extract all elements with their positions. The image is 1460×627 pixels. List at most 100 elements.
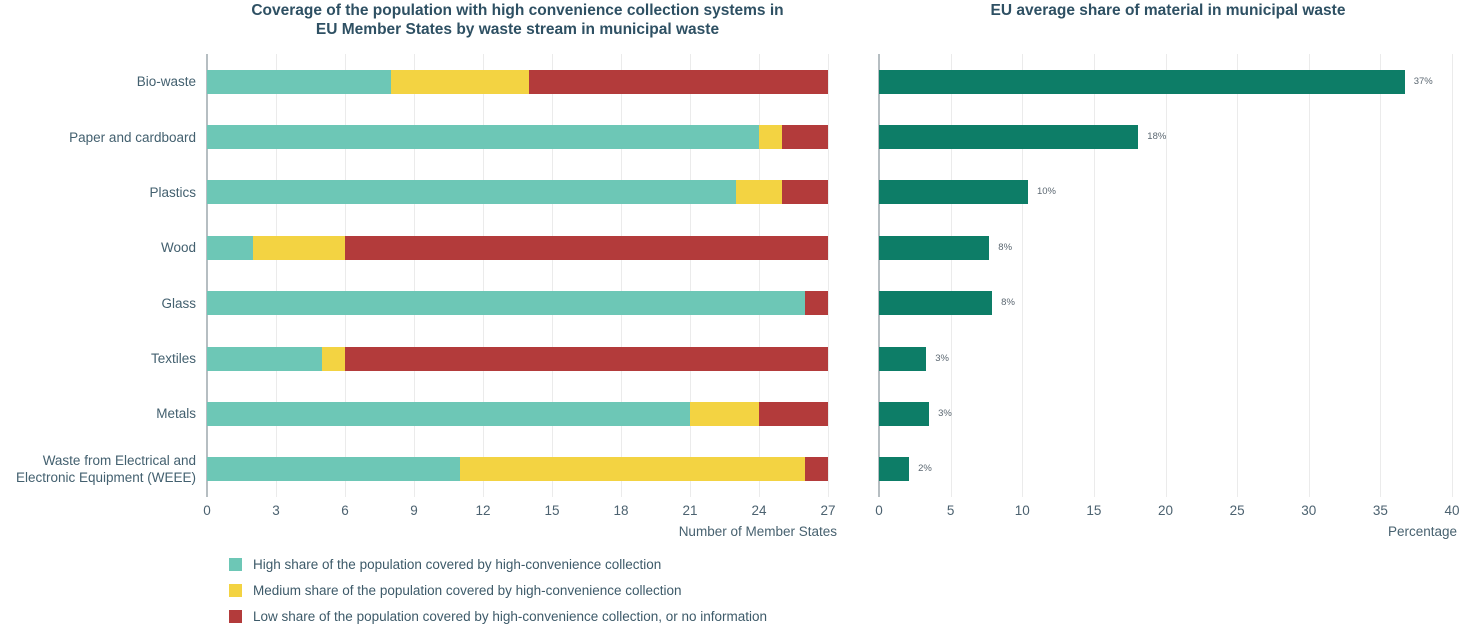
bar-segment <box>805 291 828 316</box>
bar-segment <box>345 346 828 371</box>
x-tick-label: 30 <box>1301 503 1317 518</box>
grid-line <box>1093 54 1095 497</box>
bar-segment <box>460 457 805 482</box>
x-tick-label: 20 <box>1157 503 1174 518</box>
bar-segment <box>207 235 253 260</box>
bar-segment <box>207 180 736 205</box>
grid-line <box>345 54 346 497</box>
bar-segment <box>253 235 345 260</box>
bar-segment <box>879 235 990 260</box>
bar-segment <box>207 291 805 316</box>
bar-value-label: 8% <box>998 241 1013 253</box>
legend-label-low-share: Low share of the population covered by h… <box>253 608 768 624</box>
x-tick-label: 12 <box>475 503 491 518</box>
bar-value-label: 3% <box>938 407 952 419</box>
x-tick-label: 5 <box>946 503 955 518</box>
bar-segment <box>207 346 322 371</box>
grid-line <box>1165 54 1167 497</box>
grid-line <box>759 54 760 497</box>
bar-segment <box>207 125 759 150</box>
bar-segment <box>879 180 1028 205</box>
medium-share-swatch-icon <box>229 583 242 597</box>
x-tick-label: 21 <box>682 503 698 518</box>
x-tick-label: 6 <box>341 503 349 518</box>
bar-segment <box>391 69 529 94</box>
grid-line <box>1380 54 1382 497</box>
bar-segment <box>805 457 828 482</box>
x-tick-label: 35 <box>1372 503 1388 518</box>
legend-label-medium-share: Medium share of the population covered b… <box>253 582 682 598</box>
right-chart-title: EU average share of material in municipa… <box>990 2 1346 19</box>
bar-segment <box>207 69 391 94</box>
x-tick-label: 15 <box>1086 503 1102 518</box>
x-tick-label: 9 <box>410 503 418 518</box>
legend-label-high-share: High share of the population covered by … <box>253 556 662 572</box>
grid-line <box>276 54 277 497</box>
bar-value-label: 10% <box>1036 186 1056 198</box>
x-tick-label: 10 <box>1014 503 1030 518</box>
category-label: Bio-waste <box>136 74 196 90</box>
legend-item-high-share: High share of the population covered by … <box>229 556 767 572</box>
grid-line <box>414 54 415 497</box>
bar-segment <box>879 457 910 482</box>
category-label: Plastics <box>149 184 196 200</box>
left-chart-title-line1: Coverage of the population with high con… <box>251 2 784 19</box>
bar-segment <box>879 346 927 371</box>
category-label: Glass <box>161 295 196 311</box>
left-chart-title-line2: EU Member States by waste stream in muni… <box>315 21 720 38</box>
bar-segment <box>879 401 930 426</box>
x-tick-label: 3 <box>272 503 280 518</box>
legend-item-low-share: Low share of the population covered by h… <box>229 608 767 624</box>
bar-segment <box>782 180 828 205</box>
left-chart-title: Coverage of the population with high con… <box>207 1 828 39</box>
bar-value-label: 3% <box>935 352 949 364</box>
bar-value-label: 37% <box>1413 75 1433 87</box>
x-tick-label: 24 <box>751 503 767 518</box>
grid-line <box>828 54 829 497</box>
bar-segment <box>207 401 690 426</box>
bar-value-label: 8% <box>1001 297 1015 309</box>
bar-segment <box>759 401 828 426</box>
x-tick-label: 18 <box>613 503 629 518</box>
x-tick-label: 0 <box>203 503 211 518</box>
category-label: Textiles <box>150 351 196 367</box>
bar-segment <box>879 125 1139 150</box>
x-tick-label: 25 <box>1229 503 1245 518</box>
bar-value-label: 18% <box>1147 131 1167 143</box>
category-label: Paper and cardboard <box>69 129 196 145</box>
legend-item-medium-share: Medium share of the population covered b… <box>229 582 767 598</box>
bar-value-label: 2% <box>918 463 932 475</box>
bar-segment <box>879 291 993 316</box>
bar-segment <box>879 69 1405 94</box>
category-label: Waste from Electrical and Electronic Equ… <box>15 453 196 486</box>
y-axis-line <box>878 54 880 497</box>
y-axis-line <box>206 54 208 497</box>
category-label: Wood <box>160 240 196 256</box>
grid-line <box>1237 54 1239 497</box>
grid-line <box>483 54 484 497</box>
bar-segment <box>782 125 828 150</box>
bar-segment <box>322 346 345 371</box>
x-tick-label: 27 <box>820 503 836 518</box>
bar-segment <box>529 69 828 94</box>
x-tick-label: 0 <box>875 503 883 518</box>
category-label: Metals <box>156 406 196 422</box>
grid-line <box>621 54 622 497</box>
grid-line <box>950 54 952 497</box>
grid-line <box>690 54 691 497</box>
low-share-swatch-icon <box>229 609 242 623</box>
legend: High share of the population covered by … <box>229 556 767 627</box>
grid-line <box>552 54 553 497</box>
x-tick-label: 15 <box>544 503 560 518</box>
grid-line <box>1022 54 1024 497</box>
bar-segment <box>345 235 828 260</box>
left-x-axis-caption: Number of Member States <box>678 524 837 539</box>
bar-segment <box>736 180 782 205</box>
right-x-axis-caption: Percentage <box>1387 524 1457 539</box>
bar-segment <box>690 401 759 426</box>
bar-segment <box>207 457 460 482</box>
grid-line <box>1452 54 1453 497</box>
x-tick-label: 40 <box>1444 503 1460 518</box>
grid-line <box>1308 54 1310 497</box>
